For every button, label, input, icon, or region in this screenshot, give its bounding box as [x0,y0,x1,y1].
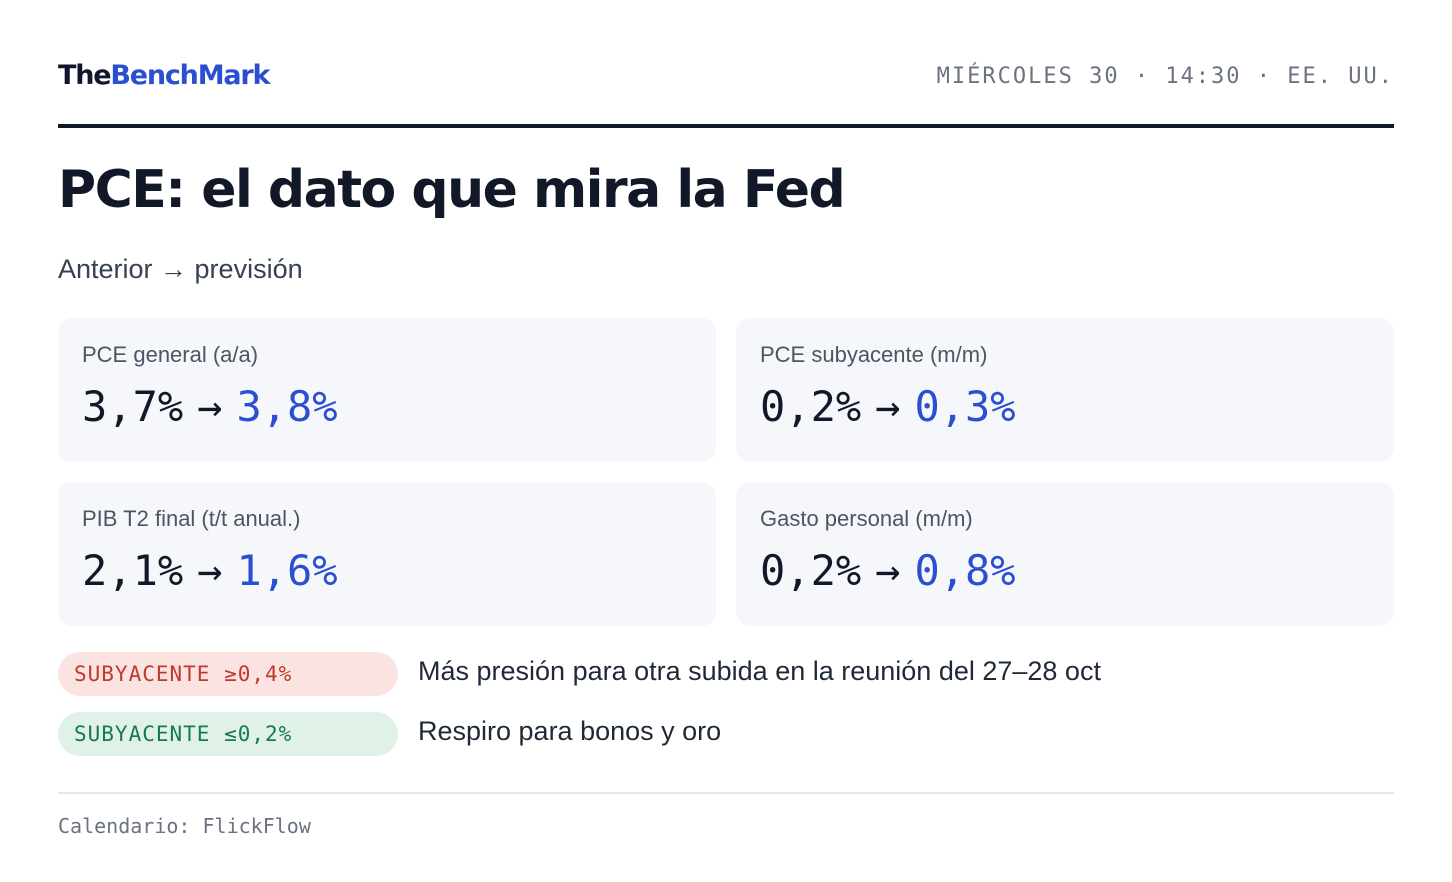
indicator-label: PIB T2 final (t/t anual.) [82,506,301,531]
indicator-values: 3,7% → 3,8% [82,382,338,431]
indicator-label: Gasto personal (m/m) [760,506,973,531]
forecast-value: 0,8% [914,546,1016,595]
brand-logo[interactable]: TheBenchMark [58,60,270,91]
indicator-card: PCE subyacente (m/m) 0,2% → 0,3% [736,318,1394,462]
arrow-right-icon: → [197,546,223,595]
indicator-label: PCE subyacente (m/m) [760,342,988,367]
arrow-right-icon: → [197,382,223,431]
page-subtitle: Anterior → previsión [58,254,303,284]
forecast-value: 1,6% [236,546,338,595]
indicator-values: 0,2% → 0,3% [760,382,1016,431]
arrow-right-icon: → [875,382,901,431]
indicator-values: 2,1% → 1,6% [82,546,338,595]
scenario-badge-low: SUBYACENTE ≤0,2% [58,712,398,756]
scenario-text-low: Respiro para bonos y oro [418,716,722,746]
header: TheBenchMark MIÉRCOLES 30 · 14:30 · EE. … [58,56,1394,100]
forecast-value: 0,3% [914,382,1016,431]
indicator-card: PIB T2 final (t/t anual.) 2,1% → 1,6% [58,482,716,626]
indicator-label: PCE general (a/a) [82,342,259,367]
forecast-value: 3,8% [236,382,338,431]
brand-logo-part1: The [58,60,112,91]
brand-logo-part2: BenchMark [110,60,270,91]
scenario-badge-high: SUBYACENTE ≥0,4% [58,652,398,696]
indicator-card: PCE general (a/a) 3,7% → 3,8% [58,318,716,462]
arrow-right-icon: → [875,546,901,595]
indicator-card: Gasto personal (m/m) 0,2% → 0,8% [736,482,1394,626]
header-divider [58,124,1394,128]
page-title: PCE: el dato que mira la Fed [58,160,846,220]
dateline: MIÉRCOLES 30 · 14:30 · EE. UU. [936,64,1394,89]
scenario-text-high: Más presión para otra subida en la reuni… [418,656,1101,686]
footer-divider [58,792,1394,794]
previous-value: 0,2% [760,382,862,431]
previous-value: 2,1% [82,546,184,595]
previous-value: 0,2% [760,546,862,595]
footer-source: Calendario: FlickFlow [58,814,311,838]
previous-value: 3,7% [82,382,184,431]
indicator-values: 0,2% → 0,8% [760,546,1016,595]
